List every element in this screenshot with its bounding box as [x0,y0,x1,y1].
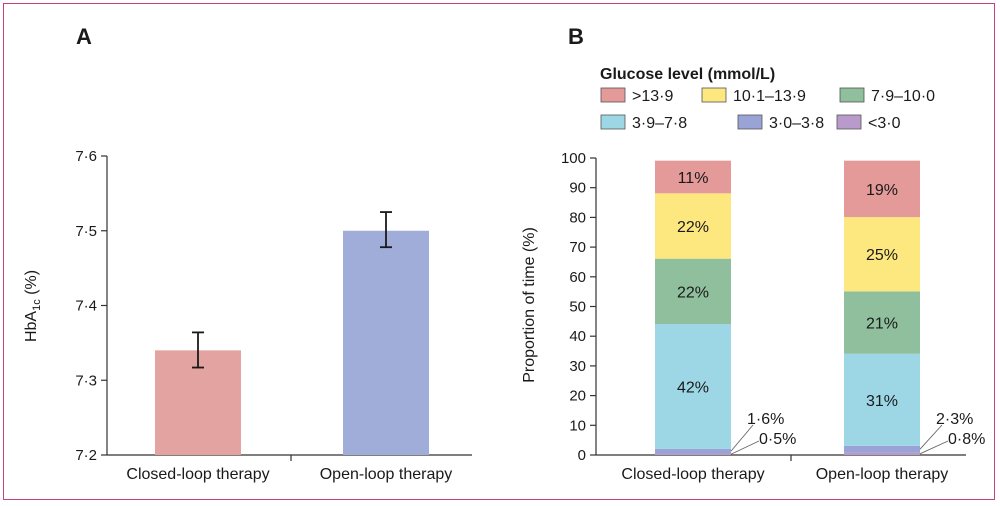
panel-a-bar [343,230,429,455]
panel-b-y-tick-label: 20 [569,388,586,405]
panel-a-ylabel-main: HbA [23,311,40,342]
panel-b-bar-segment [655,453,731,455]
panel-b-y-axis-label: Proportion of time (%) [521,227,538,383]
panel-b-y-tick-label: 100 [561,150,586,167]
panel-b-bar-segment [655,160,731,194]
panel-b-y-tick-label: 0 [578,447,586,464]
panel-b-segment-label: 42% [677,379,709,396]
panel-b-callout-line [730,424,754,452]
legend-title: Glucose level (mmol/L) [600,66,775,83]
panel-b-y-tick-label: 80 [569,209,586,226]
legend-label: 7·9–10·0 [871,88,935,105]
panel-b-segment-label: 22% [677,219,709,236]
panel-b-segment-label: 21% [866,316,898,333]
panel-a-y-tick-label: 7·6 [75,148,97,165]
panel-a-y-tick-label: 7·2 [75,447,97,464]
panel-b-y-tick-label: 70 [569,239,586,256]
legend: >13·9 10·1–13·9 7·9–10·0 3·9–7·8 3·0–3·8 <3·0 [600,87,935,132]
panel-b-bar-segment [655,448,731,454]
panel-b-y-tick-label: 40 [569,328,586,345]
panel-b-bar-segment [655,324,731,449]
panel-a-y-tick-label: 7·4 [75,298,97,315]
panel-a-label: A [76,24,92,49]
panel-b-segment-label: 22% [677,284,709,301]
panel-b: B Glucose level (mmol/L) >13·9 10·1–13·9 7… [521,24,985,483]
panel-b-callout-line [730,440,760,455]
legend-label: 3·0–3·8 [769,115,824,132]
panel-a-ylabel-unit: (%) [23,270,40,299]
panel-a-y-axis-label: HbA1c (%) [23,270,43,342]
panel-a-ylabel-sub: 1c [31,299,43,311]
panel-b-axes: 0 10 20 30 40 50 60 70 80 90 100 Closed-loop therap… [561,150,966,483]
panel-b-callout-label: 2·3% [936,411,973,428]
panel-b-y-tick-label: 60 [569,269,586,286]
panel-b-bar-segment [655,258,731,325]
panel-b-segment-label: 19% [866,182,898,199]
panel-a-y-tick-label: 7·3 [75,372,97,389]
legend-label: 10·1–13·9 [733,88,806,105]
panel-b-bars: 42% 22% 22% 11% 31% 21% 25% 19% 1·6% 0·5% 2·3% 0·8% [655,160,985,455]
panel-a-x-tick-label: Open-loop therapy [320,466,453,483]
panel-b-label: B [568,24,584,49]
panel-b-segment-label: 31% [866,393,898,410]
panel-b-x-tick-label: Closed-loop therapy [621,466,764,483]
panel-b-bar-segment [844,353,920,446]
legend-swatch [839,87,865,103]
panel-b-bar-segment [844,291,920,354]
legend-swatch [600,87,626,103]
panel-b-segment-label: 11% [678,170,709,187]
legend-label: <3·0 [868,115,901,132]
panel-a-x-tick-label: Closed-loop therapy [126,466,269,483]
panel-b-bar-segment [655,193,731,259]
panel-b-callout-line [919,424,943,450]
legend-label: >13·9 [632,88,673,105]
panel-b-callout-label: 1·6% [747,411,784,428]
panel-b-y-tick-label: 30 [569,358,586,375]
panel-b-segment-label: 25% [866,247,898,264]
panel-b-bar-segment [844,452,920,455]
panel-b-x-tick-label: Open-loop therapy [816,466,949,483]
legend-swatch [737,114,763,130]
legend-swatch [836,114,862,130]
panel-b-callout-label: 0·5% [759,431,796,448]
panel-b-bar-segment [844,217,920,292]
panel-a-bars [155,211,429,455]
panel-b-bar-segment [844,160,920,218]
panel-b-bar-segment [844,445,920,453]
panel-a: A HbA1c (%) 7·2 7·3 7·4 7·5 7·6 Closed-loop t… [23,24,472,483]
panel-b-callout-label: 0·8% [948,431,985,448]
panel-a-y-tick-label: 7·5 [75,223,97,240]
legend-swatch [701,87,727,103]
panel-b-y-tick-label: 90 [569,180,586,197]
legend-swatch [600,114,626,130]
figure-frame [3,3,995,500]
legend-label: 3·9–7·8 [632,115,687,132]
panel-b-callout-line [919,440,949,455]
panel-b-y-tick-label: 10 [569,417,586,434]
panel-a-axes: 7·2 7·3 7·4 7·5 7·6 Closed-loop therapy Open-l… [75,148,472,483]
panel-b-y-tick-label: 50 [569,299,586,316]
